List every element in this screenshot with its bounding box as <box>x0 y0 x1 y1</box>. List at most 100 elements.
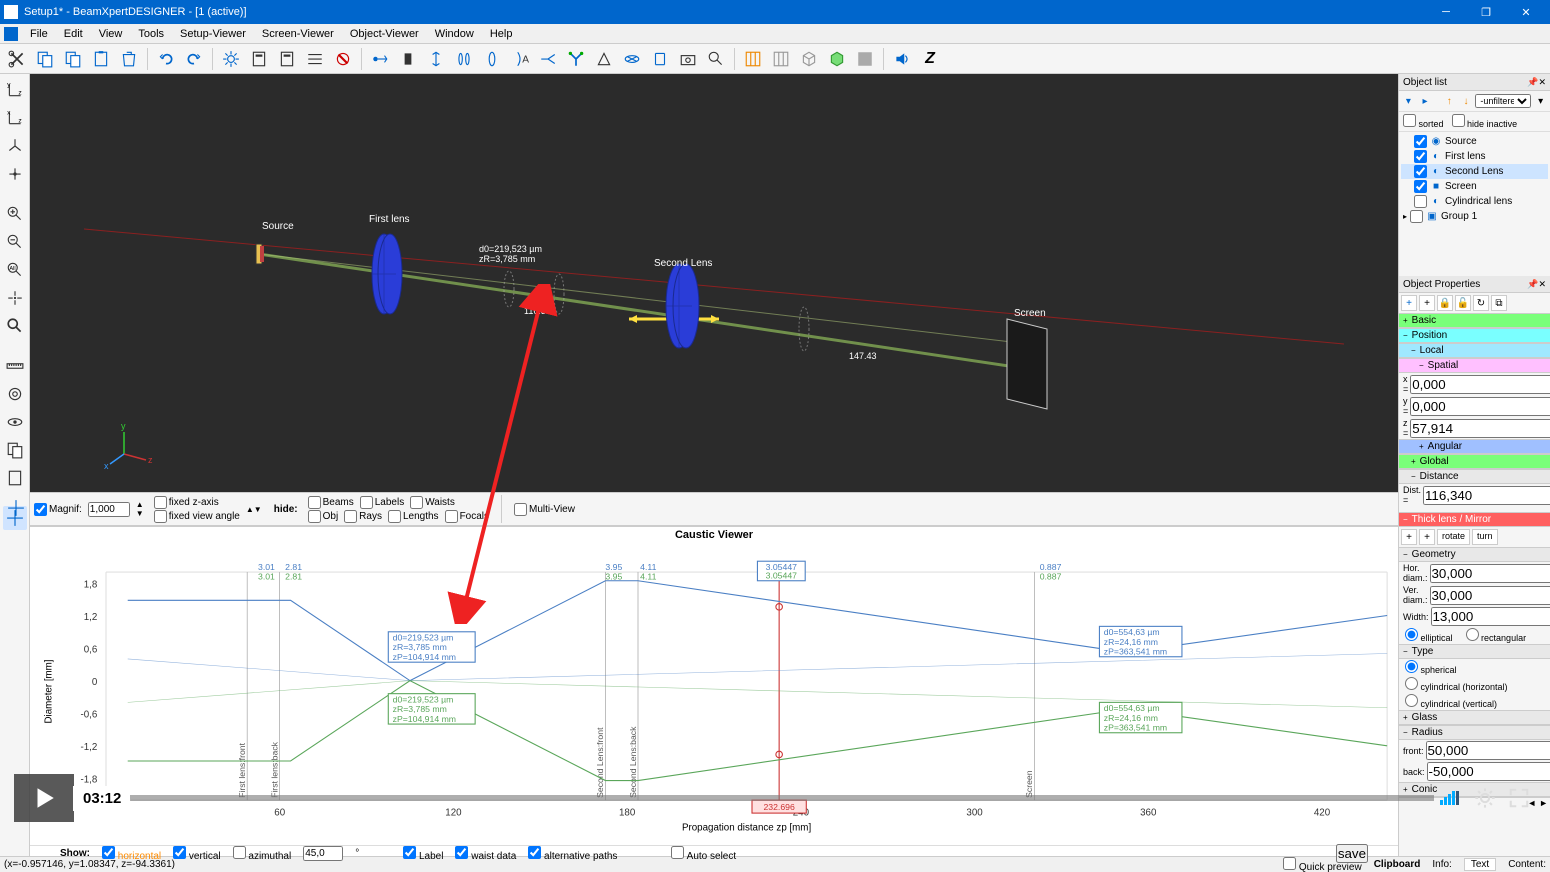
grid1-button[interactable] <box>740 46 766 72</box>
prop-lock-button[interactable]: 🔒 <box>1437 295 1453 311</box>
tree-item-first-lens[interactable]: ◐First lens <box>1401 149 1548 164</box>
list-button[interactable] <box>302 46 328 72</box>
volume-button[interactable] <box>1434 781 1468 815</box>
hide-inactive-checkbox[interactable]: hide inactive <box>1452 114 1518 129</box>
section-global[interactable]: +Global <box>1399 454 1550 469</box>
thin-lens-tool[interactable] <box>423 46 449 72</box>
collapse-all-button[interactable]: ▾ <box>1401 93 1416 109</box>
radius-front-input[interactable] <box>1426 741 1550 760</box>
show-azimuthal[interactable]: azimuthal <box>233 846 292 862</box>
copy-button[interactable] <box>32 46 58 72</box>
mirror-tool[interactable]: A <box>507 46 533 72</box>
axis-toggle-button[interactable] <box>3 162 27 186</box>
prop-add2-button[interactable]: + <box>1419 295 1435 311</box>
section-thick-lens[interactable]: −Thick lens / Mirror <box>1399 512 1550 527</box>
type-spherical[interactable]: spherical <box>1405 660 1457 675</box>
zoom-all-button[interactable]: All <box>3 258 27 282</box>
tree-item-screen[interactable]: ■Screen <box>1401 179 1548 194</box>
ruler-circle-button[interactable] <box>3 382 27 406</box>
width-input[interactable] <box>1431 607 1550 626</box>
shape-elliptical[interactable]: elliptical <box>1405 628 1453 643</box>
cb-label[interactable]: Label <box>403 846 443 862</box>
distance-input[interactable] <box>1423 486 1550 505</box>
pin2-button[interactable]: 📌 <box>1527 279 1538 289</box>
paste-button[interactable] <box>88 46 114 72</box>
cb-auto-select[interactable]: Auto select <box>671 846 736 862</box>
menu-screenviewer[interactable]: Screen-Viewer <box>254 26 342 42</box>
magnif-input[interactable] <box>88 502 130 517</box>
box3d-button[interactable] <box>796 46 822 72</box>
section-distance[interactable]: −Distance <box>1399 469 1550 484</box>
copy2-button[interactable] <box>60 46 86 72</box>
grid2-button[interactable] <box>768 46 794 72</box>
section-local[interactable]: −Local <box>1399 343 1550 358</box>
prop-add-button[interactable]: + <box>1401 295 1417 311</box>
scroll-right[interactable]: ► <box>1539 798 1548 811</box>
type-cyl-h[interactable]: cylindrical (horizontal) <box>1405 677 1508 692</box>
lens-pair-tool[interactable] <box>451 46 477 72</box>
maximize-button[interactable]: ❐ <box>1466 0 1506 24</box>
filter-dropdown[interactable]: ▾ <box>1533 93 1548 109</box>
menu-window[interactable]: Window <box>427 26 482 42</box>
fullscreen-button[interactable] <box>1502 781 1536 815</box>
spatial-z-input[interactable] <box>1410 419 1550 438</box>
thick-lens-tool[interactable] <box>479 46 505 72</box>
section-geometry[interactable]: −Geometry <box>1399 547 1550 562</box>
move-down-button[interactable]: ↓ <box>1459 93 1474 109</box>
undo-button[interactable] <box>153 46 179 72</box>
screen-tool[interactable] <box>395 46 421 72</box>
grating-tool[interactable] <box>619 46 645 72</box>
caustic-crosshair-button[interactable] <box>4 496 28 520</box>
hide-labels[interactable]: Labels <box>360 496 404 509</box>
tree-item-cylindrical-lens[interactable]: ◐Cylindrical lens <box>1401 194 1548 209</box>
menu-objectviewer[interactable]: Object-Viewer <box>342 26 427 42</box>
calc2-button[interactable] <box>274 46 300 72</box>
show-vertical[interactable]: vertical <box>173 846 220 862</box>
tree-item-second-lens[interactable]: ◐Second Lens <box>1401 164 1548 179</box>
multi-view-checkbox[interactable]: Multi-View <box>514 503 575 516</box>
tree-item-source[interactable]: ◉Source <box>1401 134 1548 149</box>
calc-button[interactable] <box>246 46 272 72</box>
cut-button[interactable] <box>4 46 30 72</box>
play-button[interactable] <box>14 774 74 822</box>
redo-button[interactable] <box>181 46 207 72</box>
move-up-button[interactable]: ↑ <box>1442 93 1457 109</box>
spatial-y-input[interactable] <box>1410 397 1550 416</box>
settings-button[interactable] <box>218 46 244 72</box>
cb-waist-data[interactable]: waist data <box>455 846 516 862</box>
aperture-tool[interactable] <box>647 46 673 72</box>
axis-3d-button[interactable] <box>3 134 27 158</box>
menu-view[interactable]: View <box>91 26 131 42</box>
target-button[interactable] <box>330 46 356 72</box>
hor-diam-input[interactable] <box>1430 564 1550 583</box>
dither-button[interactable] <box>852 46 878 72</box>
close2-button[interactable]: ✕ <box>1538 279 1546 289</box>
cb-alt-paths[interactable]: alternative paths <box>528 846 617 862</box>
filter-select[interactable]: -unfiltered- <box>1475 94 1531 108</box>
copy-view-button[interactable] <box>3 438 27 462</box>
prop-refresh-button[interactable]: ↻ <box>1473 295 1489 311</box>
show-horizontal[interactable]: horizontal <box>102 846 161 862</box>
hide-rays[interactable]: Rays <box>344 510 382 523</box>
expand-all-button[interactable]: ▸ <box>1418 93 1433 109</box>
prism-tool[interactable] <box>591 46 617 72</box>
video-progress[interactable] <box>130 795 1434 801</box>
minimize-button[interactable]: ─ <box>1426 0 1466 24</box>
axis-yz-button[interactable]: zy <box>3 78 27 102</box>
tl-add2-button[interactable]: + <box>1419 529 1435 545</box>
viewport-3d[interactable]: Source First lens d0=219,523 µm zR=3,785… <box>30 74 1398 492</box>
fixed-view-checkbox[interactable]: fixed view angle <box>154 510 240 523</box>
tree-item-group-1[interactable]: ▸▣Group 1 <box>1401 209 1548 224</box>
delete-button[interactable] <box>116 46 142 72</box>
save-caustic-button[interactable]: save <box>1336 844 1368 863</box>
section-type[interactable]: −Type <box>1399 644 1550 659</box>
hide-focals[interactable]: Focals <box>445 510 489 523</box>
section-spatial[interactable]: −Spatial <box>1399 358 1550 373</box>
pin-button[interactable]: 📌 <box>1527 77 1538 87</box>
section-angular[interactable]: +Angular <box>1399 439 1550 454</box>
hide-waists[interactable]: Waists <box>410 496 455 509</box>
zoom-fit-button[interactable] <box>3 314 27 338</box>
z-axis-button[interactable]: Z <box>917 46 943 72</box>
radius-back-input[interactable] <box>1427 762 1550 781</box>
section-glass[interactable]: +Glass <box>1399 710 1550 725</box>
